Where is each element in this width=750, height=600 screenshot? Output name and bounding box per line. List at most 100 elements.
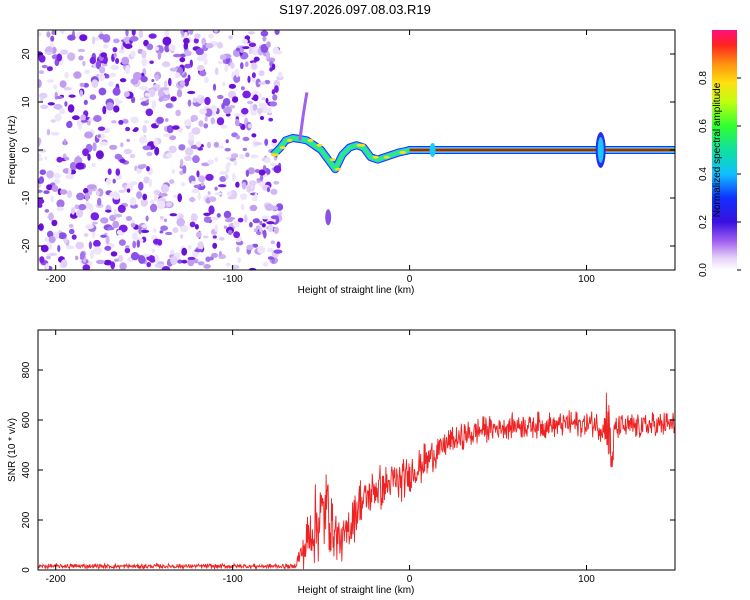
- noise-speckle: [194, 224, 199, 230]
- noise-speckle: [263, 229, 267, 239]
- noise-speckle: [141, 224, 148, 228]
- noise-speckle: [143, 253, 151, 257]
- noise-speckle: [121, 56, 130, 65]
- noise-speckle: [71, 234, 77, 240]
- noise-speckle: [217, 94, 224, 100]
- noise-speckle: [142, 145, 151, 151]
- noise-speckle: [160, 225, 169, 231]
- ridge-highlight: [359, 143, 366, 147]
- noise-speckle: [143, 176, 150, 184]
- y-tick-label: 200: [21, 511, 32, 528]
- noise-speckle: [180, 182, 186, 187]
- noise-speckle: [112, 220, 120, 229]
- noise-speckle: [106, 102, 114, 111]
- noise-speckle: [131, 30, 136, 36]
- noise-speckle: [38, 189, 43, 193]
- noise-speckle: [184, 50, 192, 57]
- noise-speckle: [140, 229, 150, 233]
- noise-speckle: [130, 50, 136, 57]
- noise-speckle: [38, 156, 43, 162]
- noise-speckle: [276, 241, 281, 249]
- noise-speckle: [197, 64, 205, 72]
- noise-speckle: [267, 224, 274, 232]
- noise-speckle: [105, 73, 110, 79]
- noise-speckle: [92, 221, 98, 225]
- noise-speckle: [113, 105, 120, 113]
- noise-speckle: [102, 55, 108, 65]
- noise-speckle: [107, 168, 112, 175]
- noise-speckle: [92, 230, 96, 239]
- noise-speckle: [269, 205, 279, 211]
- x-tick-label: 100: [578, 574, 595, 585]
- noise-speckle: [109, 191, 115, 198]
- noise-speckle: [79, 89, 84, 97]
- noise-speckle: [270, 240, 275, 244]
- noise-speckle: [38, 176, 45, 184]
- noise-speckle: [189, 197, 196, 202]
- noise-speckle: [123, 91, 130, 98]
- noise-speckle: [233, 159, 238, 167]
- noise-speckle: [153, 189, 160, 195]
- noise-speckle: [64, 101, 68, 107]
- noise-speckle: [153, 138, 159, 147]
- noise-speckle: [82, 148, 89, 157]
- noise-speckle: [102, 34, 111, 43]
- noise-speckle: [228, 83, 236, 89]
- ridge-highlight: [273, 153, 280, 157]
- noise-speckle: [97, 197, 102, 206]
- noise-speckle: [119, 262, 127, 270]
- noise-speckle: [273, 249, 283, 254]
- noise-speckle: [91, 79, 99, 88]
- noise-speckle: [78, 55, 84, 61]
- noise-speckle: [89, 56, 97, 65]
- noise-speckle: [151, 248, 155, 253]
- noise-speckle: [80, 114, 86, 121]
- noise-speckle: [74, 255, 79, 261]
- y-tick-label: 10: [21, 96, 32, 108]
- noise-speckle: [251, 72, 256, 79]
- noise-speckle: [234, 118, 240, 127]
- noise-speckle: [157, 51, 162, 60]
- noise-speckle: [242, 46, 250, 50]
- noise-speckle: [118, 119, 124, 125]
- noise-speckle: [142, 124, 147, 134]
- noise-speckle: [214, 192, 223, 196]
- noise-speckle: [207, 159, 215, 165]
- noise-speckle: [161, 266, 171, 270]
- noise-speckle: [56, 206, 64, 212]
- noise-speckle: [269, 101, 278, 107]
- noise-speckle: [91, 36, 96, 45]
- noise-speckle: [156, 116, 164, 124]
- noise-speckle: [196, 170, 200, 178]
- noise-speckle: [111, 120, 117, 124]
- noise-speckle: [133, 127, 139, 132]
- noise-speckle: [125, 30, 129, 37]
- noise-speckle: [232, 220, 240, 228]
- noise-speckle: [65, 174, 75, 180]
- noise-speckle: [47, 230, 54, 238]
- noise-speckle: [114, 153, 123, 160]
- noise-speckle: [59, 189, 68, 195]
- y-tick-label: 400: [21, 461, 32, 478]
- noise-speckle: [265, 51, 271, 60]
- noise-speckle: [38, 54, 46, 63]
- noise-speckle: [50, 119, 56, 123]
- noise-speckle: [248, 42, 257, 48]
- noise-speckle: [260, 43, 269, 53]
- noise-speckle: [237, 257, 242, 264]
- noise-speckle: [110, 72, 116, 78]
- colorbar-title: Normalized spectral amplitude: [712, 82, 723, 217]
- noise-speckle: [203, 212, 211, 216]
- noise-speckle: [160, 184, 169, 194]
- noise-speckle: [161, 61, 171, 68]
- noise-speckle: [84, 192, 90, 202]
- noise-speckle: [271, 89, 276, 95]
- y-tick-label: 20: [21, 48, 32, 60]
- noise-speckle: [205, 43, 214, 49]
- noise-speckle: [169, 249, 175, 255]
- noise-speckle: [225, 262, 231, 267]
- noise-speckle: [258, 92, 262, 98]
- noise-speckle: [96, 259, 105, 265]
- noise-speckle: [138, 30, 143, 39]
